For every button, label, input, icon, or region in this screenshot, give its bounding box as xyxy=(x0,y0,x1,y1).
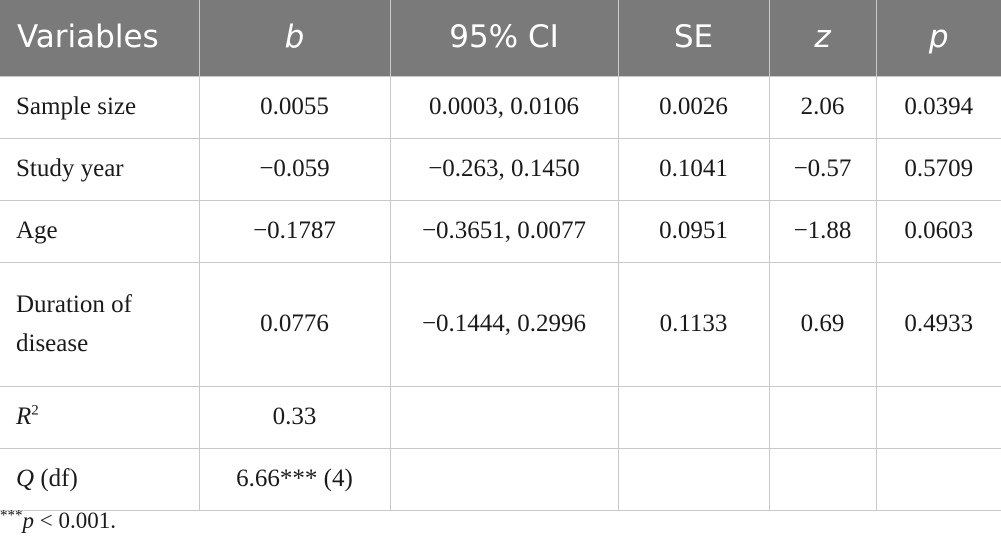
cell-z: −1.88 xyxy=(768,200,877,263)
table-body: Sample size 0.0055 0.0003, 0.0106 0.0026… xyxy=(0,76,1001,511)
cell-ci: −0.1444, 0.2996 xyxy=(389,262,619,387)
row-label: Age xyxy=(0,200,200,263)
empty-cell xyxy=(768,386,877,449)
header-variables: Variables xyxy=(0,0,200,77)
footnote-text: < 0.001. xyxy=(34,508,116,533)
cell-z: 0.69 xyxy=(768,262,877,387)
table-row: Duration of disease 0.0776 −0.1444, 0.29… xyxy=(0,262,1001,387)
cell-b: 0.0055 xyxy=(198,76,391,139)
header-z: z xyxy=(768,0,877,77)
empty-cell xyxy=(389,386,619,449)
footnote-p-symbol: p xyxy=(22,508,35,533)
q-suffix: (df) xyxy=(34,465,78,493)
cell-ci: −0.263, 0.1450 xyxy=(389,138,619,201)
cell-se: 0.0026 xyxy=(617,76,770,139)
header-row: Variables b 95% CI SE z p xyxy=(0,0,1001,77)
table-footnote: ***p < 0.001. xyxy=(0,508,116,534)
r-symbol: R xyxy=(16,403,32,431)
table-row: Study year −0.059 −0.263, 0.1450 0.1041 … xyxy=(0,138,1001,201)
cell-p: 0.0603 xyxy=(875,200,1001,263)
table-row: Age −0.1787 −0.3651, 0.0077 0.0951 −1.88… xyxy=(0,200,1001,263)
empty-cell xyxy=(617,448,770,511)
table-header: Variables b 95% CI SE z p xyxy=(0,0,1001,77)
header-p: p xyxy=(875,0,1001,77)
cell-b: −0.1787 xyxy=(198,200,391,263)
cell-ci: 0.0003, 0.0106 xyxy=(389,76,619,139)
empty-cell xyxy=(617,386,770,449)
r-squared-value: 0.33 xyxy=(198,386,391,449)
empty-cell xyxy=(875,386,1001,449)
header-se: SE xyxy=(617,0,770,77)
r-squared-label: R2 xyxy=(0,386,200,449)
cell-se: 0.0951 xyxy=(617,200,770,263)
footnote-stars: *** xyxy=(0,507,23,524)
q-row: Q (df) 6.66*** (4) xyxy=(0,448,1001,511)
cell-ci: −0.3651, 0.0077 xyxy=(389,200,619,263)
cell-b: 0.0776 xyxy=(198,262,391,387)
q-symbol: Q xyxy=(16,465,35,493)
cell-z: 2.06 xyxy=(768,76,877,139)
row-label: Duration of disease xyxy=(0,262,200,387)
regression-table: Variables b 95% CI SE z p Sample size 0.… xyxy=(0,0,1001,511)
header-ci: 95% CI xyxy=(389,0,619,77)
cell-se: 0.1133 xyxy=(617,262,770,387)
header-b: b xyxy=(198,0,391,77)
q-value: 6.66*** (4) xyxy=(198,448,391,511)
cell-p: 0.0394 xyxy=(875,76,1001,139)
cell-p: 0.4933 xyxy=(875,262,1001,387)
cell-p: 0.5709 xyxy=(875,138,1001,201)
r-superscript: 2 xyxy=(31,402,39,419)
r-squared-row: R2 0.33 xyxy=(0,386,1001,449)
cell-b: −0.059 xyxy=(198,138,391,201)
table-row: Sample size 0.0055 0.0003, 0.0106 0.0026… xyxy=(0,76,1001,139)
cell-z: −0.57 xyxy=(768,138,877,201)
row-label: Study year xyxy=(0,138,200,201)
cell-se: 0.1041 xyxy=(617,138,770,201)
empty-cell xyxy=(389,448,619,511)
q-label: Q (df) xyxy=(0,448,200,511)
empty-cell xyxy=(768,448,877,511)
empty-cell xyxy=(875,448,1001,511)
row-label: Sample size xyxy=(0,76,200,139)
